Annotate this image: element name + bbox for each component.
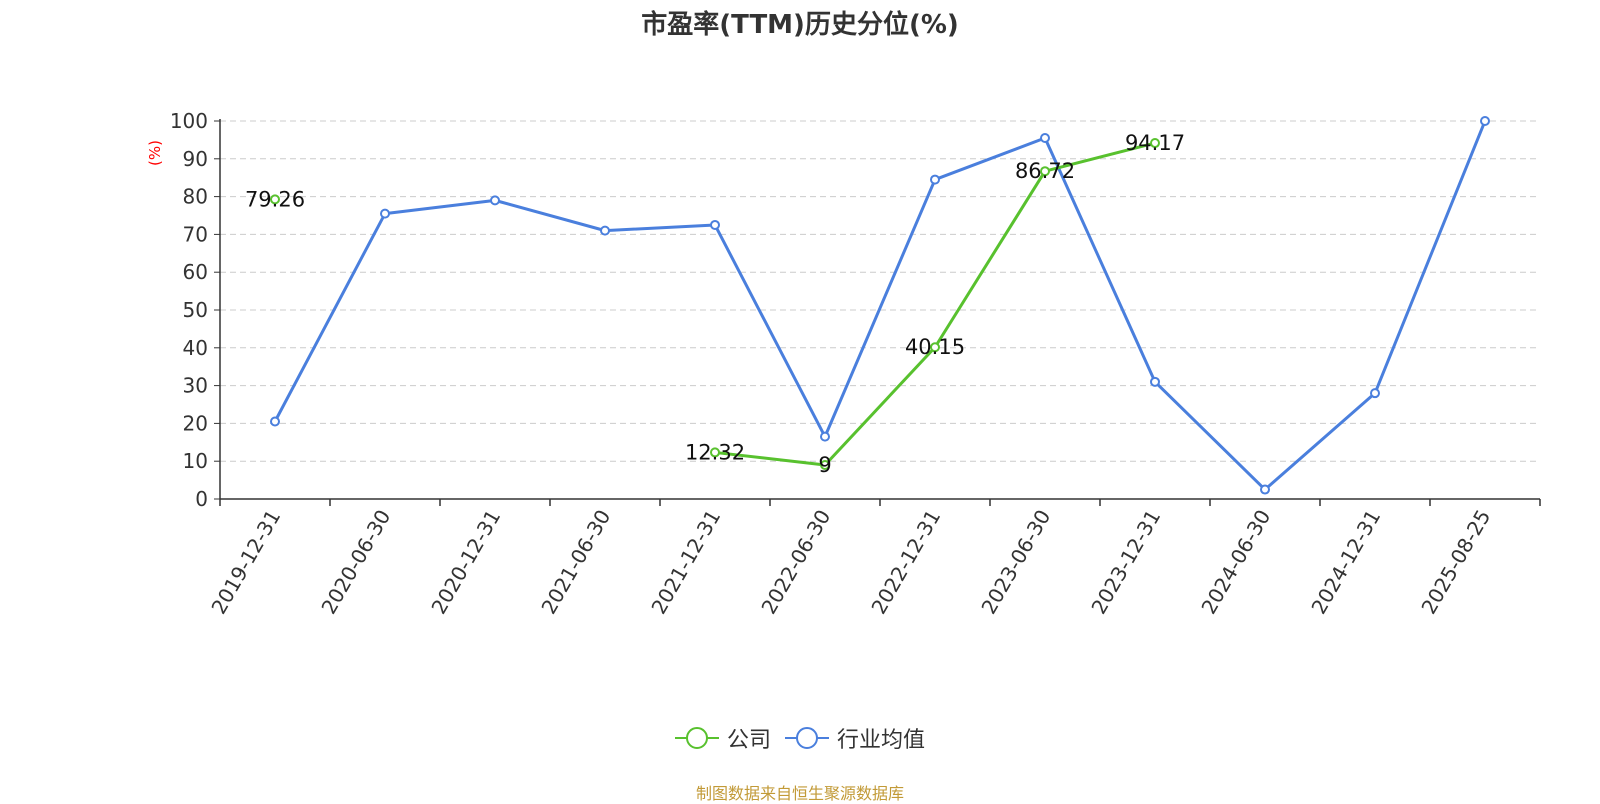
x-tick-label: 2024-12-31 [1306,506,1385,619]
data-point [1150,376,1160,387]
data-point [930,342,940,353]
y-tick-label: 10 [183,449,208,473]
x-tick-label: 2022-12-31 [866,506,945,619]
data-labels: 79.26 12.32 9 40.15 86.72 94.17 [245,131,1185,477]
data-point [270,194,280,205]
y-tick-label: 20 [183,411,208,435]
y-tick-label: 80 [183,185,208,209]
legend-item-industry-average[interactable]: 行业均值 [785,722,925,754]
data-label: 12.32 [685,440,745,464]
y-tick-label: 30 [183,374,208,398]
data-point [710,447,720,458]
legend-swatch-company [674,727,719,749]
series-line-0 [714,141,1156,467]
y-tick-label: 60 [183,260,208,284]
x-tick-label: 2022-06-30 [756,506,835,619]
legend-swatch-industry-average [785,727,829,749]
x-tick-label: 2020-12-31 [426,506,505,619]
data-point [1370,388,1380,399]
y-axis-label: (%) [146,140,164,166]
x-tick-label: 2024-06-30 [1196,506,1275,619]
data-label: 86.72 [1015,159,1075,183]
y-tick-label: 50 [183,298,208,322]
x-tick-label: 2019-12-31 [206,506,285,619]
data-label: 9 [818,453,831,477]
legend-label-company: 公司 [726,728,771,753]
x-tick-label: 2020-06-30 [316,506,395,619]
data-point [490,195,500,206]
data-point [600,225,610,236]
x-tick-label: 2025-08-25 [1416,506,1495,619]
y-tick-label: 90 [183,147,208,171]
data-point [1040,166,1050,177]
legend-label-industry-average: 行业均值 [837,728,926,753]
series-line-1 [273,120,1487,492]
y-tick-label: 40 [183,336,208,360]
legend: 公司 行业均值 [0,722,1600,754]
grid-lines [220,120,1540,462]
y-tick-label: 0 [195,487,208,511]
data-point [820,431,830,442]
x-tick-label: 2023-06-30 [976,506,1055,619]
data-label: 40.15 [905,335,965,359]
data-label: 79.26 [245,187,305,211]
data-point [930,174,940,185]
y-tick-label: 100 [170,109,208,133]
data-point [1480,116,1490,126]
source-note: 制图数据来自恒生聚源数据库 [695,784,904,803]
data-point [380,208,390,219]
series-lines [270,116,1490,495]
x-tick-label: 2021-12-31 [646,506,725,619]
x-tick-label: 2021-06-30 [536,506,615,619]
y-tick-label: 70 [183,222,208,246]
data-label: 94.17 [1125,131,1185,155]
x-tick-label: 2023-12-31 [1086,506,1165,619]
chart-title: 市盈率(TTM)历史分位(%) [641,10,959,40]
legend-item-company[interactable]: 公司 [674,722,771,754]
data-point [710,219,720,230]
data-point [270,416,280,427]
data-point [1040,133,1050,144]
data-point [1150,138,1160,149]
data-point [820,459,830,470]
data-point [1260,484,1270,495]
